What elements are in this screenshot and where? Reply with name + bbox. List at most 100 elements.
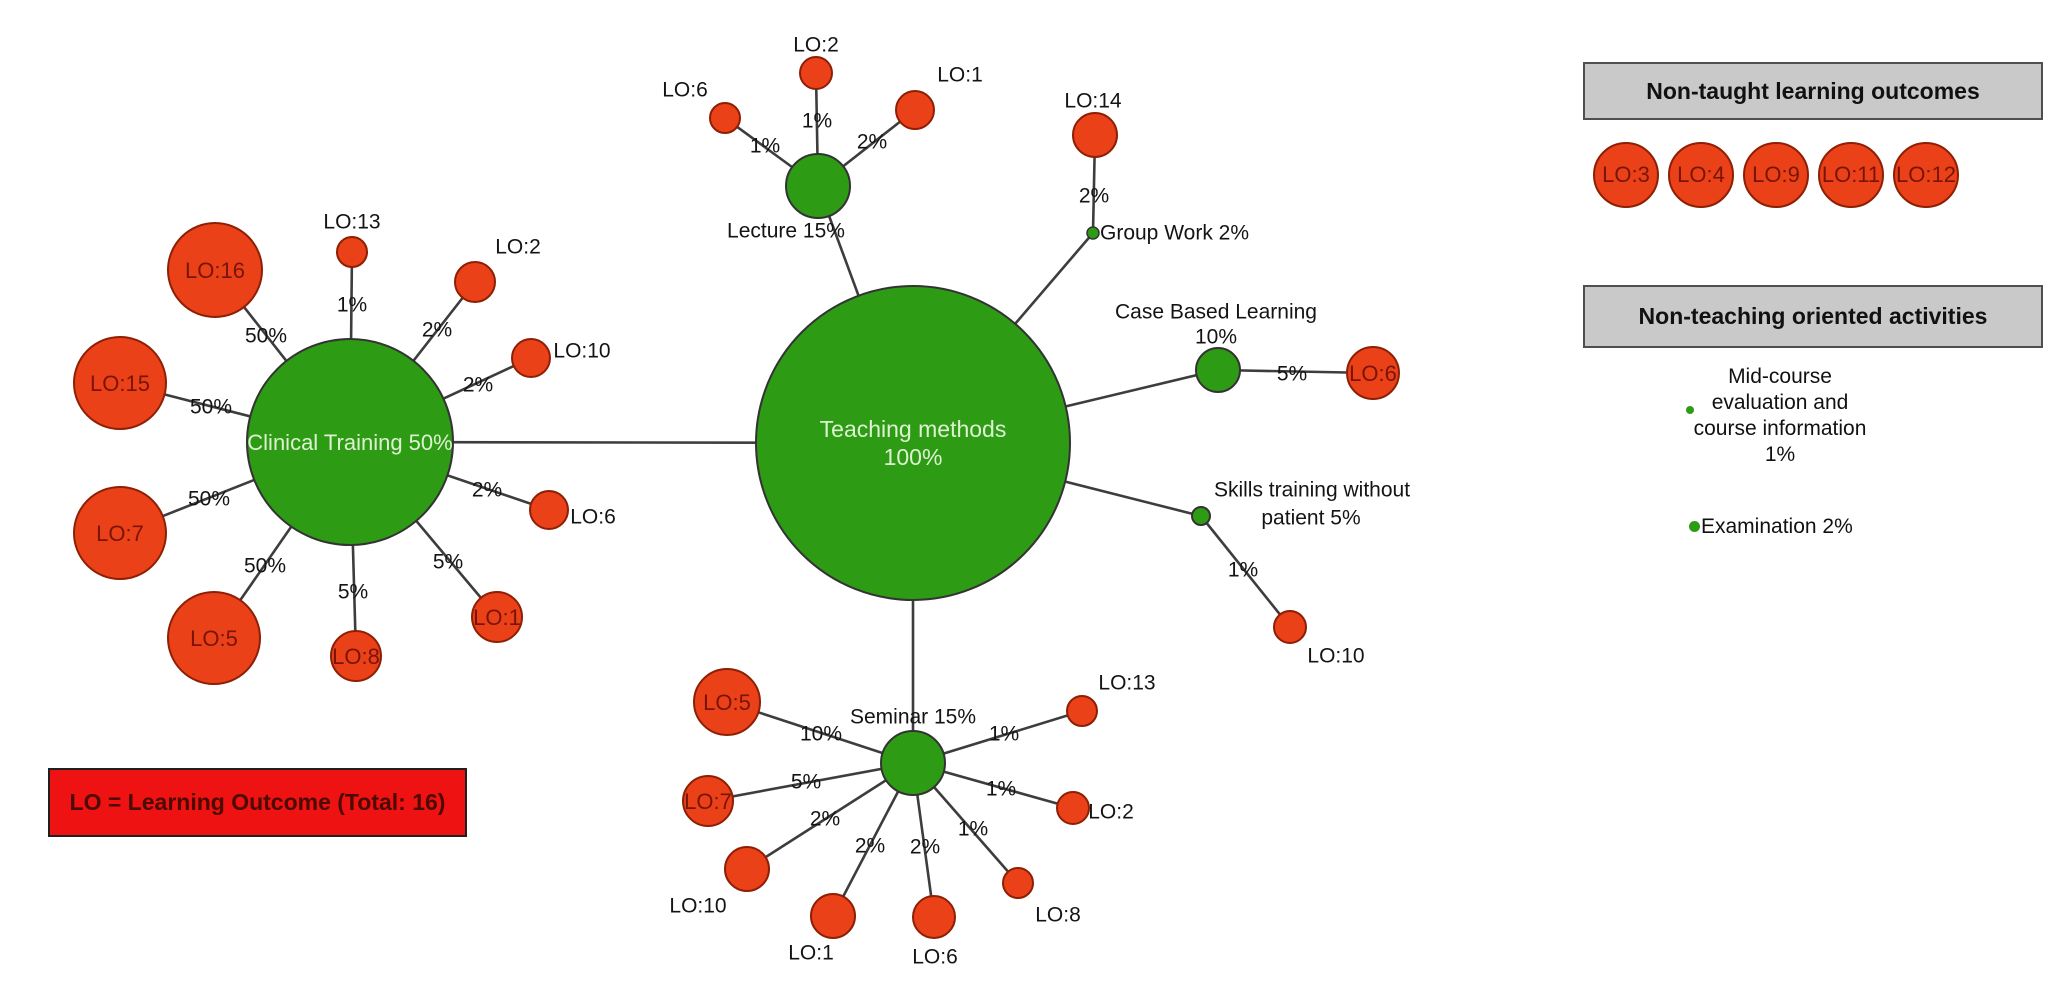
seminar-title: Seminar 15% (850, 706, 976, 729)
sem-lo13-label: LO:13 (1098, 672, 1155, 695)
node-sem-lo13 (1066, 695, 1098, 727)
non-teaching-activities-header: Non-teaching oriented activities (1583, 285, 2043, 348)
sem-lo10-label: LO:10 (669, 895, 726, 918)
lec-lo2-label: LO:2 (793, 34, 839, 57)
edge-label-seminar-sem-lo10: 2% (810, 808, 840, 831)
edge-label-clinical-cl-lo16: 50% (245, 325, 287, 348)
node-label-cl-lo7: LO:7 (96, 521, 144, 546)
node-cl-lo15 (73, 336, 167, 430)
node-skills (1191, 506, 1211, 526)
node-case-lo6 (1346, 346, 1400, 400)
node-cl-lo6 (529, 490, 569, 530)
non-taught-lo-circle: LO:3 (1593, 142, 1659, 208)
grp-lo14-label: LO:14 (1064, 90, 1122, 113)
edge-label-seminar-sem-lo1: 2% (855, 835, 885, 858)
sem-lo8-label: LO:8 (1035, 904, 1081, 927)
edge-label-seminar-sem-lo13: 1% (989, 723, 1019, 746)
non-teaching-activities-title: Non-teaching oriented activities (1638, 303, 1988, 329)
lo-legend-box: LO = Learning Outcome (Total: 16) (48, 768, 467, 837)
node-sem-lo1 (810, 893, 856, 939)
edge-label-lecture-lec-lo1: 2% (857, 131, 887, 154)
edge-label-case-case-lo6: 5% (1277, 363, 1307, 386)
midcourse-activity-label: Mid-course evaluation and course informa… (1645, 364, 1915, 468)
case-title-line1: Case Based Learning (1115, 301, 1317, 324)
non-taught-lo-circle: LO:11 (1818, 142, 1884, 208)
edge-label-clinical-cl-lo8: 5% (338, 581, 368, 604)
non-taught-lo-circle: LO:9 (1743, 142, 1809, 208)
edge-label-clinical-cl-lo10: 2% (463, 374, 493, 397)
non-taught-outcomes-circles: LO:3 LO:4 LO:9 LO:11 LO:12 (1593, 142, 1959, 208)
midcourse-line-3: course information (1693, 417, 1867, 440)
node-lec-lo1 (895, 90, 935, 130)
node-label-sem-lo7: LO:7 (684, 789, 732, 814)
node-grp-lo14 (1072, 112, 1118, 158)
non-taught-outcomes-title: Non-taught learning outcomes (1646, 77, 1980, 104)
lo-legend-text: LO = Learning Outcome (Total: 16) (69, 789, 446, 815)
cl-lo2-label: LO:2 (495, 236, 541, 259)
edge-skills-skl-lo10 (1199, 515, 1292, 628)
lec-lo6-label: LO:6 (662, 79, 708, 102)
node-group (1086, 226, 1100, 240)
non-taught-outcomes-header: Non-taught learning outcomes (1583, 62, 2043, 120)
lecture-title: Lecture 15% (727, 220, 845, 243)
cl-lo10-label: LO:10 (553, 340, 610, 363)
lec-lo1-label: LO:1 (937, 64, 983, 87)
edge-label-group-grp-lo14: 2% (1079, 185, 1109, 208)
node-seminar (880, 730, 946, 796)
node-label-cl-lo5: LO:5 (190, 626, 238, 651)
node-label-cl-lo15: LO:15 (90, 371, 150, 396)
skl-lo10-label: LO:10 (1307, 645, 1364, 668)
examination-green-dot-icon (1689, 521, 1700, 532)
midcourse-line-1: Mid-course (1728, 365, 1832, 388)
node-cl-lo8 (330, 630, 382, 682)
edge-label-seminar-sem-lo6: 2% (910, 836, 940, 859)
node-label-teaching: Teaching methods 100% (820, 416, 1007, 470)
edge-label-skills-skl-lo10: 1% (1228, 559, 1258, 582)
node-teaching (755, 285, 1071, 601)
edge-label-seminar-sem-lo7: 5% (791, 771, 821, 794)
skills-title-line2: patient 5% (1261, 507, 1360, 530)
node-lecture (785, 153, 851, 219)
node-sem-lo6 (912, 895, 956, 939)
midcourse-green-dot-icon (1686, 406, 1694, 414)
node-label-case-lo6: LO:6 (1349, 361, 1397, 386)
edge-label-clinical-cl-lo15: 50% (190, 396, 232, 419)
cl-lo13-label: LO:13 (323, 211, 380, 234)
edge-label-seminar-sem-lo5: 10% (800, 723, 842, 746)
examination-activity-label: Examination 2% (1701, 515, 1853, 538)
edge-label-seminar-sem-lo8: 1% (958, 818, 988, 841)
sem-lo1-label: LO:1 (788, 942, 834, 965)
node-lec-lo6 (709, 102, 741, 134)
sem-lo6-label: LO:6 (912, 946, 958, 969)
node-skl-lo10 (1273, 610, 1307, 644)
node-label-sem-lo5: LO:5 (703, 690, 751, 715)
edge-label-clinical-cl-lo1: 5% (433, 551, 463, 574)
node-label-clinical: Clinical Training 50% (247, 430, 452, 455)
node-sem-lo8 (1002, 867, 1034, 899)
node-case (1195, 347, 1241, 393)
non-taught-lo-circle: LO:4 (1668, 142, 1734, 208)
node-cl-lo5 (167, 591, 261, 685)
node-cl-lo7 (73, 486, 167, 580)
node-cl-lo2 (454, 261, 496, 303)
edge-label-clinical-cl-lo2: 2% (422, 319, 452, 342)
node-sem-lo5 (693, 668, 761, 736)
node-cl-lo13 (336, 236, 368, 268)
edge-seminar-sem-lo7 (707, 761, 914, 803)
node-sem-lo10 (724, 846, 770, 892)
edge-label-seminar-sem-lo2: 1% (986, 778, 1016, 801)
edge-label-clinical-cl-lo5: 50% (244, 555, 286, 578)
sem-lo2-label: LO:2 (1088, 801, 1134, 824)
skills-title-line1: Skills training without (1214, 479, 1410, 502)
group-title: Group Work 2% (1100, 222, 1249, 245)
node-clinical (246, 338, 454, 546)
cl-lo6-label: LO:6 (570, 506, 616, 529)
edge-label-clinical-cl-lo13: 1% (337, 294, 367, 317)
edge-label-lecture-lec-lo6: 1% (750, 135, 780, 158)
node-label-cl-lo8: LO:8 (332, 644, 380, 669)
edge-label-clinical-cl-lo7: 50% (188, 488, 230, 511)
edge-label-clinical-cl-lo6: 2% (472, 479, 502, 502)
edge-label-lecture-lec-lo2: 1% (802, 110, 832, 133)
